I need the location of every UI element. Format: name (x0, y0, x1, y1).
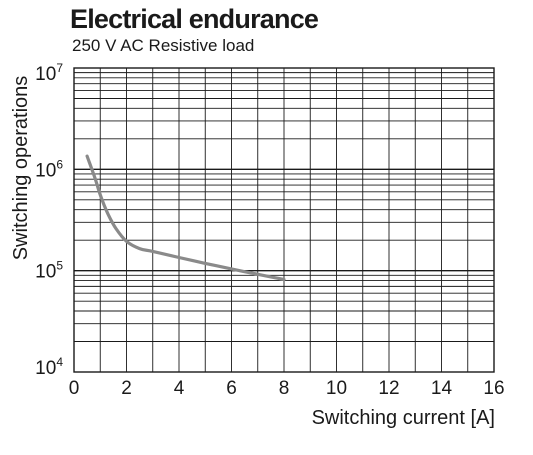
x-tick-label: 10 (326, 378, 347, 399)
y-tick-label: 106 (35, 157, 63, 181)
x-tick-label: 4 (174, 378, 185, 399)
x-tick-label: 2 (121, 378, 132, 399)
x-tick-label: 14 (431, 378, 453, 399)
plot-frame (73, 67, 495, 373)
x-tick-label: 12 (378, 378, 399, 399)
y-tick-label: 105 (35, 259, 63, 283)
x-axis-ticks: 0 2 4 6 8 10 12 14 16 (69, 378, 505, 399)
y-tick-label: 104 (35, 355, 63, 379)
grid (74, 68, 494, 372)
series-line (85, 154, 286, 281)
x-axis-label: Switching current [A] (312, 407, 495, 429)
x-tick-label: 16 (483, 378, 504, 399)
x-tick-label: 6 (226, 378, 237, 399)
y-axis-ticks: 104 105 106 107 (35, 61, 63, 379)
chart-subtitle: 250 V AC Resistive load (72, 36, 255, 55)
x-tick-label: 8 (279, 378, 290, 399)
y-axis-label: Switching operations (10, 76, 32, 261)
y-tick-label: 107 (35, 61, 63, 85)
x-tick-label: 0 (69, 378, 80, 399)
chart-title: Electrical endurance (70, 4, 319, 34)
